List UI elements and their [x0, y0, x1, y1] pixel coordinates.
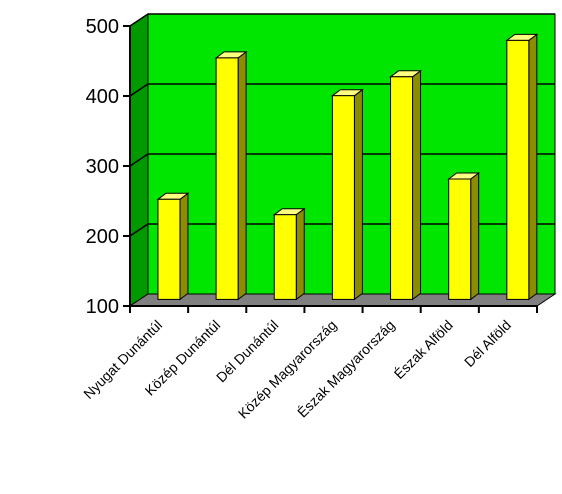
bars	[156, 33, 539, 301]
y-tick-label: 100	[86, 296, 119, 318]
bar-side	[412, 69, 422, 301]
bar-side	[528, 33, 538, 301]
x-tick-label: Közép Magyarország	[235, 317, 340, 422]
bar	[330, 88, 364, 301]
y-tick-label: 300	[86, 156, 119, 178]
bar	[389, 69, 423, 301]
bar-front	[215, 57, 239, 300]
bar-side	[353, 88, 363, 301]
bar-side	[470, 172, 480, 301]
bar	[505, 33, 539, 301]
bar-front	[448, 178, 472, 300]
bar	[272, 207, 306, 301]
x-tick-label: Észak Alföld	[391, 317, 456, 382]
bar-front	[273, 214, 297, 300]
bar-front	[390, 76, 414, 300]
x-tick-label: Észak Magyarország	[294, 317, 398, 421]
y-tick-label: 400	[86, 86, 119, 108]
bar-side	[237, 50, 247, 301]
y-tick-label: 200	[86, 226, 119, 248]
gridline-4	[129, 13, 555, 27]
bar	[447, 172, 481, 301]
bar	[214, 50, 248, 301]
bar-front	[331, 95, 355, 300]
bar-side	[295, 207, 305, 301]
bar-front	[157, 198, 181, 300]
bar-front	[506, 39, 530, 300]
y-tick-label: 500	[86, 16, 119, 38]
bar-side	[179, 192, 189, 301]
y-axis-ticks: 100 200 300 400 500	[86, 16, 130, 318]
bar	[156, 192, 190, 301]
x-tick-label: Dél Alföld	[461, 317, 514, 370]
